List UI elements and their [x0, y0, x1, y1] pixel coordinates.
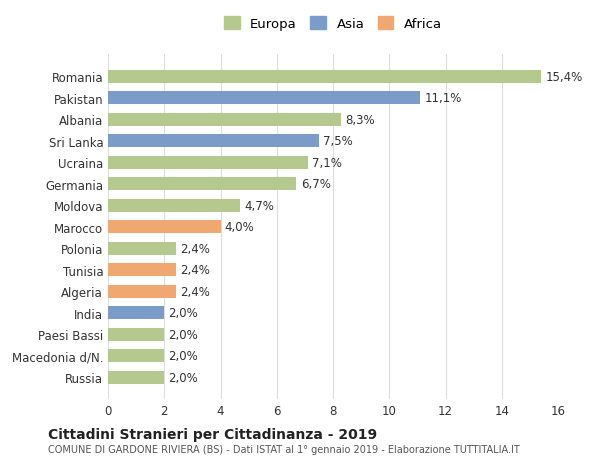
Text: COMUNE DI GARDONE RIVIERA (BS) - Dati ISTAT al 1° gennaio 2019 - Elaborazione TU: COMUNE DI GARDONE RIVIERA (BS) - Dati IS…	[48, 444, 520, 454]
Bar	[108, 92, 420, 105]
Bar	[108, 242, 176, 255]
Bar	[108, 199, 240, 212]
Text: 11,1%: 11,1%	[424, 92, 462, 105]
Text: 2,0%: 2,0%	[169, 328, 198, 341]
Text: 2,4%: 2,4%	[180, 285, 209, 298]
Text: Cittadini Stranieri per Cittadinanza - 2019: Cittadini Stranieri per Cittadinanza - 2…	[48, 427, 377, 441]
Bar	[108, 178, 296, 191]
Bar	[108, 349, 164, 362]
Text: 2,0%: 2,0%	[169, 307, 198, 319]
Bar	[108, 221, 221, 234]
Legend: Europa, Asia, Africa: Europa, Asia, Africa	[224, 17, 442, 31]
Bar	[108, 263, 176, 276]
Text: 7,5%: 7,5%	[323, 135, 353, 148]
Text: 8,3%: 8,3%	[346, 113, 375, 127]
Bar	[108, 307, 164, 319]
Bar	[108, 371, 164, 384]
Text: 7,1%: 7,1%	[312, 157, 342, 169]
Text: 4,0%: 4,0%	[225, 221, 254, 234]
Text: 15,4%: 15,4%	[545, 71, 583, 84]
Text: 2,0%: 2,0%	[169, 349, 198, 362]
Text: 6,7%: 6,7%	[301, 178, 331, 191]
Text: 2,4%: 2,4%	[180, 242, 209, 255]
Text: 2,4%: 2,4%	[180, 263, 209, 277]
Text: 2,0%: 2,0%	[169, 371, 198, 384]
Text: 4,7%: 4,7%	[244, 199, 274, 212]
Bar	[108, 113, 341, 127]
Bar	[108, 157, 308, 169]
Bar	[108, 328, 164, 341]
Bar	[108, 135, 319, 148]
Bar	[108, 285, 176, 298]
Bar	[108, 71, 541, 84]
